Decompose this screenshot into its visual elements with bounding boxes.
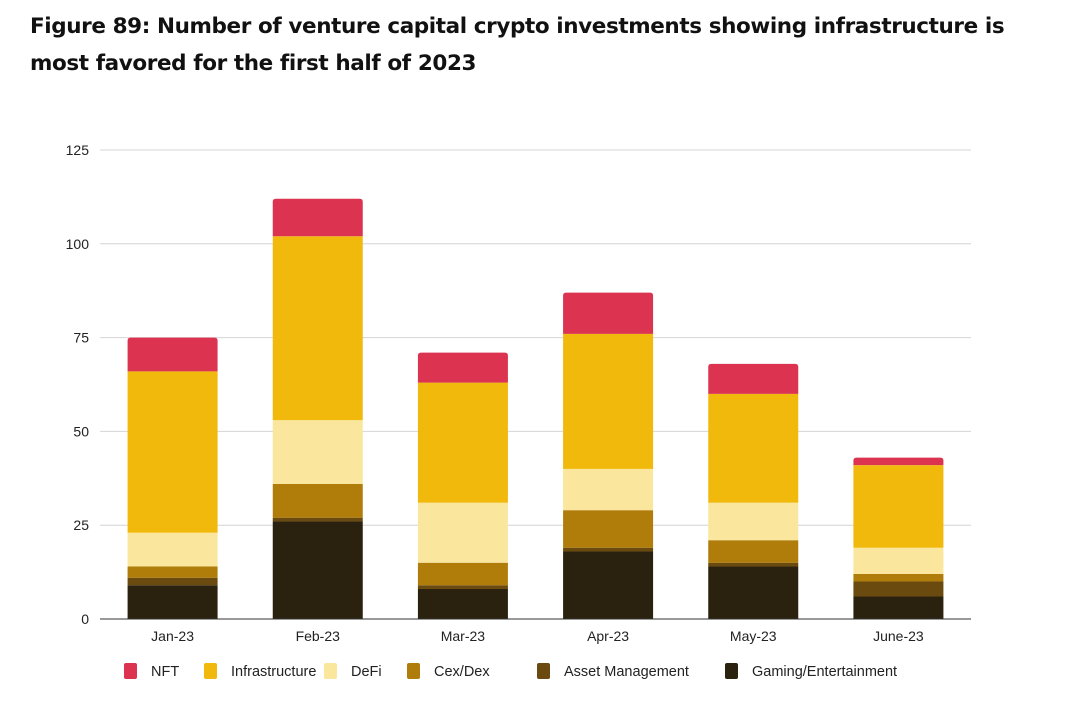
legend-swatch	[324, 663, 337, 679]
legend-item-cex-dex: Cex/Dex	[407, 663, 490, 680]
bar-segment-nft	[563, 292, 654, 334]
legend-swatch	[204, 663, 217, 679]
y-tick-label: 75	[73, 330, 89, 346]
x-tick-label: May-23	[730, 628, 777, 644]
bar-segment-defi	[708, 502, 799, 541]
legend-label: Gaming/Entertainment	[752, 664, 897, 680]
x-tick-label: Feb-23	[296, 628, 341, 644]
legend-swatch	[725, 663, 738, 679]
bar-stack-mar-23	[417, 352, 508, 619]
bar-segment-defi	[272, 420, 363, 484]
y-tick-label: 25	[73, 517, 89, 533]
bar-segment-asset-management	[127, 577, 218, 586]
bar-segment-gaming-entertainment	[853, 596, 944, 619]
bar-segment-cex-dex	[563, 510, 654, 548]
bar-segment-infrastructure	[272, 236, 363, 421]
bar-segment-asset-management	[708, 562, 799, 567]
bar-segment-nft	[417, 352, 508, 383]
x-tick-label: June-23	[873, 628, 924, 644]
legend: NFT Infrastructure DeFi Cex/Dex Asset Manage…	[124, 663, 897, 680]
legend-item-infrastructure: Infrastructure	[204, 663, 316, 680]
bar-segment-gaming-entertainment	[417, 588, 508, 619]
bar-segment-nft	[127, 337, 218, 372]
bars	[127, 198, 944, 619]
bar-segment-defi	[853, 547, 944, 574]
legend-swatch	[407, 663, 420, 679]
x-tick-label: Jan-23	[151, 628, 194, 644]
bar-segment-cex-dex	[853, 573, 944, 582]
bar-segment-infrastructure	[127, 371, 218, 533]
bar-stack-feb-23	[272, 198, 363, 619]
bar-segment-nft	[853, 457, 944, 466]
bar-stack-may-23	[708, 363, 799, 619]
legend-label: Asset Management	[564, 664, 689, 680]
bar-segment-gaming-entertainment	[127, 585, 218, 619]
y-tick-label: 100	[66, 236, 90, 252]
legend-swatch	[124, 663, 137, 679]
bar-segment-infrastructure	[563, 333, 654, 469]
bar-segment-infrastructure	[708, 393, 799, 503]
bar-segment-cex-dex	[127, 566, 218, 578]
legend-item-asset-management: Asset Management	[537, 663, 689, 680]
bar-segment-gaming-entertainment	[563, 551, 654, 619]
y-axis-ticks: 0 25 50 75 100 125	[66, 142, 90, 627]
bar-segment-asset-management	[853, 581, 944, 597]
bar-segment-infrastructure	[853, 465, 944, 548]
bar-stack-apr-23	[563, 292, 654, 619]
y-tick-label: 125	[66, 142, 90, 158]
legend-item-nft: NFT	[124, 663, 179, 680]
bar-segment-defi	[563, 468, 654, 511]
gridlines	[100, 149, 971, 526]
legend-label: Infrastructure	[231, 664, 316, 680]
legend-label: DeFi	[351, 664, 382, 680]
y-tick-label: 50	[73, 423, 89, 439]
bar-segment-infrastructure	[417, 382, 508, 503]
x-axis-ticks: Jan-23 Feb-23 Mar-23 Apr-23 May-23 June-23	[151, 628, 924, 644]
bar-segment-cex-dex	[708, 540, 799, 563]
legend-item-defi: DeFi	[324, 663, 382, 680]
bar-segment-gaming-entertainment	[708, 566, 799, 619]
bar-segment-nft	[272, 198, 363, 237]
bar-segment-cex-dex	[272, 483, 363, 518]
bar-segment-asset-management	[563, 547, 654, 552]
bar-segment-defi	[417, 502, 508, 563]
x-tick-label: Apr-23	[587, 628, 629, 644]
bar-segment-asset-management	[417, 585, 508, 589]
legend-item-gaming-entertainment: Gaming/Entertainment	[725, 663, 897, 680]
bar-segment-nft	[708, 363, 799, 394]
bar-segment-defi	[127, 532, 218, 567]
chart-title: Figure 89: Number of venture capital cry…	[30, 14, 1005, 76]
legend-label: Cex/Dex	[434, 664, 490, 680]
bar-segment-gaming-entertainment	[272, 521, 363, 619]
y-tick-label: 0	[81, 611, 89, 627]
bar-stack-june-23	[853, 457, 944, 619]
bar-stack-jan-23	[127, 337, 218, 619]
legend-swatch	[537, 663, 550, 679]
bar-segment-cex-dex	[417, 562, 508, 586]
x-tick-label: Mar-23	[441, 628, 486, 644]
bar-segment-asset-management	[272, 517, 363, 522]
legend-label: NFT	[151, 664, 179, 680]
